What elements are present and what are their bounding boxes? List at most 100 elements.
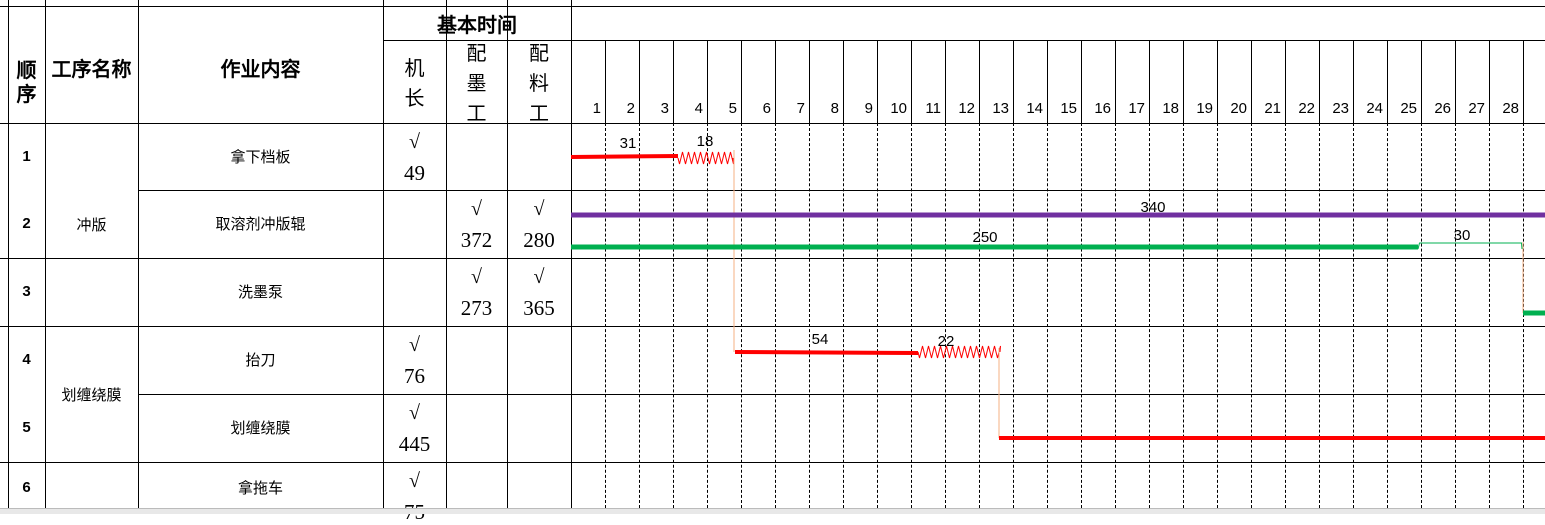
bar-label: 54: [812, 331, 829, 348]
timeline-tick: 9: [864, 100, 873, 117]
row-seq: 6: [22, 479, 31, 496]
timeline-tick: 20: [1230, 100, 1247, 117]
timeline-tick: 6: [762, 100, 771, 117]
wait-r2: [1417, 242, 1523, 250]
timeline-col-line: [775, 123, 776, 513]
timeline-tick: 19: [1196, 100, 1213, 117]
check-mark: √: [409, 131, 420, 153]
timeline-col-line: [741, 123, 742, 513]
row-task: 取溶剂冲版辊: [215, 214, 306, 233]
timeline-col-line: [1387, 123, 1388, 513]
row-seq: 3: [22, 282, 31, 300]
timeline-col-line: [673, 40, 674, 123]
row-seq: 4: [22, 350, 31, 368]
timeline-col-line: [1421, 123, 1422, 513]
timeline-col-line: [1217, 40, 1218, 123]
timeline-col-line: [605, 123, 606, 513]
time-value: 445: [398, 432, 431, 456]
timeline-col-line: [1183, 123, 1184, 513]
row-line: [138, 190, 1545, 191]
timeline-col-line: [1489, 123, 1490, 513]
bar-label: 30: [1454, 227, 1471, 244]
column-line: [571, 0, 572, 513]
header-process-name: 工序名称: [51, 56, 132, 81]
check-mark: √: [409, 470, 420, 492]
timeline-col-line: [1115, 40, 1116, 123]
row-seq: 2: [22, 214, 31, 232]
timeline-col-line: [1421, 40, 1422, 123]
timeline-tick: 10: [890, 100, 907, 117]
timeline-col-line: [605, 40, 606, 123]
horizontal-scrollbar[interactable]: [0, 508, 1545, 514]
column-line: [45, 0, 46, 513]
timeline-col-line: [707, 123, 708, 513]
bar-r1-work: [570, 154, 679, 159]
timeline-tick: 4: [694, 100, 703, 117]
check-mark: √: [471, 266, 482, 288]
timeline-tick: 23: [1332, 100, 1349, 117]
group-name: 划缠绕膜: [61, 385, 122, 404]
row-task: 拿下档板: [230, 147, 291, 166]
timeline-col-line: [1217, 123, 1218, 513]
timeline-tick: 7: [796, 100, 805, 117]
bar-label: 340: [1140, 199, 1165, 216]
timeline-tick: 2: [626, 100, 635, 117]
timeline-col-line: [1489, 40, 1490, 123]
timeline-tick: 25: [1400, 100, 1417, 117]
timeline-col-line: [1319, 40, 1320, 123]
timeline-col-line: [945, 123, 946, 513]
check-mark: √: [471, 198, 482, 220]
timeline-col-line: [1013, 40, 1014, 123]
check-mark: √: [533, 266, 545, 288]
bar-label: 22: [938, 333, 955, 350]
row-line: [0, 462, 1545, 463]
timeline-col-line: [877, 40, 878, 123]
wait-r1: [677, 151, 734, 165]
bar-r4-work: [734, 350, 919, 355]
timeline-col-line: [809, 40, 810, 123]
group-name: 冲版: [76, 215, 107, 234]
timeline-col-line: [1285, 40, 1286, 123]
timeline-col-line: [775, 40, 776, 123]
timeline-col-line: [1353, 123, 1354, 513]
row-task: 洗墨泵: [237, 282, 283, 301]
timeline-col-line: [1285, 123, 1286, 513]
timeline-col-line: [843, 123, 844, 513]
timeline-col-line: [911, 123, 912, 513]
timeline-col-line: [1523, 40, 1524, 123]
timeline-col-line: [1047, 123, 1048, 513]
check-mark: √: [409, 402, 420, 424]
timeline-col-line: [1081, 40, 1082, 123]
timeline-tick: 1: [592, 100, 601, 117]
timeline-col-line: [1455, 40, 1456, 123]
timeline-tick: 22: [1298, 100, 1315, 117]
timeline-col-line: [911, 40, 912, 123]
timeline-col-line: [673, 123, 674, 513]
timeline-col-line: [1523, 123, 1524, 513]
timeline-tick: 16: [1094, 100, 1111, 117]
timeline-col-line: [1115, 123, 1116, 513]
timeline-col-line: [809, 123, 810, 513]
row-seq: 5: [22, 418, 31, 436]
timeline-tick: 24: [1366, 100, 1383, 117]
gantt-bars: 31 18 340 250 30 54 22: [570, 133, 1545, 440]
header-top-line: [0, 6, 1545, 7]
time-value: 49: [404, 161, 425, 185]
header-content: 作业内容: [220, 56, 301, 81]
check-mark: √: [409, 334, 420, 356]
header-seq: 顺序: [16, 57, 37, 106]
timeline-col-line: [1047, 40, 1048, 123]
timeline-tick: 15: [1060, 100, 1077, 117]
row-line: [138, 394, 1545, 395]
time-value: 372: [460, 228, 493, 252]
column-line: [138, 0, 139, 513]
timeline-col-line: [1149, 123, 1150, 513]
timeline-tick: 13: [992, 100, 1009, 117]
timeline-tick: 11: [925, 100, 941, 117]
row-task: 抬刀: [245, 350, 276, 369]
row-line: [0, 258, 1545, 259]
wait-r4: [917, 345, 1001, 359]
timeline-col-line: [877, 123, 878, 513]
timeline-tick: 21: [1264, 100, 1281, 117]
row-task: 拿拖车: [237, 479, 283, 497]
